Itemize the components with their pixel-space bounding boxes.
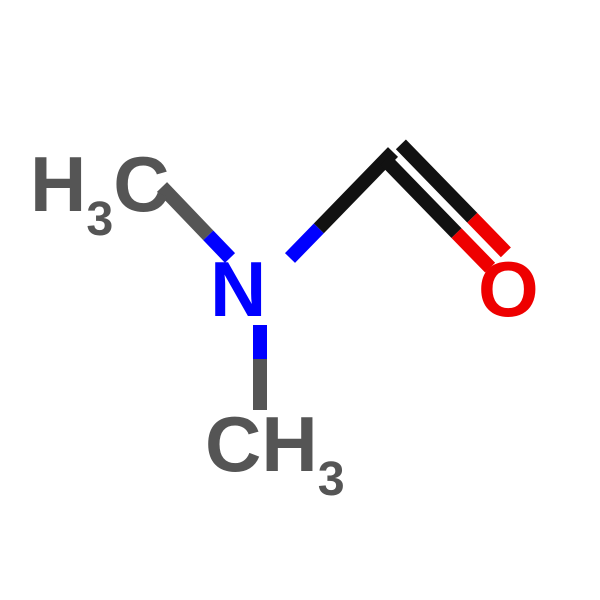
atom-sub: 3	[318, 452, 345, 506]
nitrogen-atom: N	[210, 250, 266, 328]
atom-h: H	[261, 400, 317, 488]
atom-o: O	[478, 245, 539, 333]
atom-sub: 3	[86, 192, 113, 246]
atom-c: C	[113, 140, 169, 228]
atom-h: H	[30, 140, 86, 228]
oxygen-atom: O	[478, 250, 539, 328]
molecule-diagram: H3C N O CH3	[0, 0, 600, 600]
methyl-group-bottom: CH3	[205, 405, 345, 496]
atom-n: N	[210, 245, 266, 333]
methyl-group-top: H3C	[30, 145, 170, 236]
atom-c: C	[205, 400, 261, 488]
